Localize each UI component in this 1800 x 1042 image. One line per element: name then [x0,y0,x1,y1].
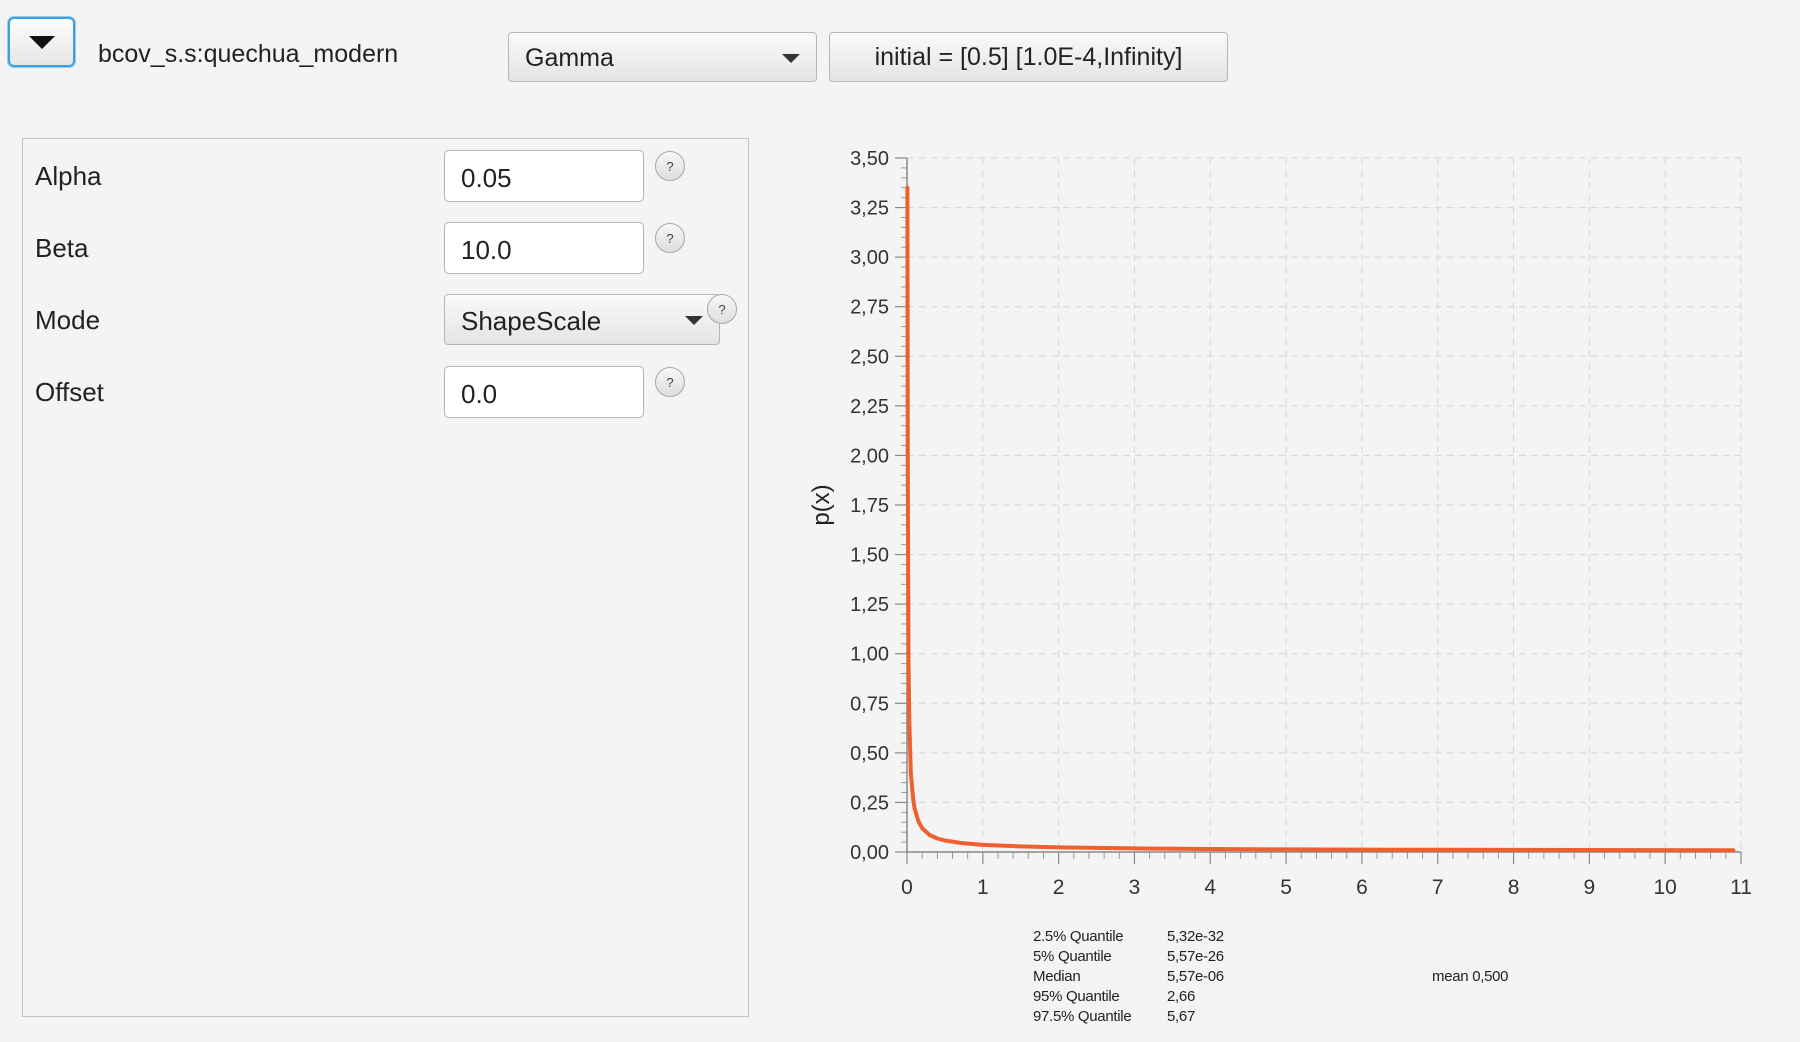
mean-value: mean 0,500 [1432,968,1509,985]
mode-label: Mode [35,305,101,335]
stats-label: 97.5% Quantile [1033,1008,1132,1025]
y-tick-label: 2,00 [850,445,889,467]
initial-value-button[interactable]: initial = [0.5] [1.0E-4,Infinity] [829,32,1228,82]
y-tick-label: 0,50 [850,743,889,765]
stats-row: Median 5,57e-06 [1033,968,1253,988]
y-tick-label: 1,50 [850,545,889,567]
y-tick-label: 2,25 [850,396,889,418]
y-tick-label: 0,00 [850,842,889,864]
stats-value: 2,66 [1167,988,1195,1005]
x-tick-label: 9 [1584,876,1596,899]
y-tick-label: 1,75 [850,495,889,517]
stats-label: 2.5% Quantile [1033,928,1124,945]
stats-table: 2.5% Quantile 5,32e-32 5% Quantile 5,57e… [1033,928,1253,1028]
x-tick-label: 11 [1730,876,1752,899]
x-tick-label: 6 [1356,876,1368,899]
triangle-down-icon [28,35,55,49]
chart-grid [907,157,1742,852]
x-tick-label: 10 [1654,876,1677,899]
parameter-name: bcov_s.s:quechua_modern [98,40,399,68]
y-axis-ticks: 0,00 0,25 0,50 0,75 1,00 1,25 1,50 1,75 2,00 2,25… [850,148,889,864]
x-axis-ticks: 0 1 2 3 4 5 6 7 8 9 10 11 [901,876,1752,899]
density-chart: 0,00 0,25 0,50 0,75 1,00 1,25 1,50 1,75 2,00 2,25… [808,148,1752,899]
stats-row: 2.5% Quantile 5,32e-32 [1033,928,1253,948]
y-tick-label: 2,75 [850,297,889,319]
y-tick-label: 1,25 [850,594,889,616]
stats-value: 5,57e-26 [1167,948,1224,965]
x-tick-label: 7 [1432,876,1444,899]
stats-row: 5% Quantile 5,57e-26 [1033,948,1253,968]
parameters-panel: Alpha 0.05 ? Beta 10.0 ? Mode ShapeScale… [22,138,749,1017]
stats-row: 97.5% Quantile 5,67 [1033,1008,1253,1028]
y-tick-label: 0,25 [850,792,889,814]
x-tick-label: 3 [1129,876,1141,899]
stats-value: 5,67 [1167,1008,1195,1025]
y-axis-label: p(x) [808,484,835,525]
x-tick-label: 4 [1204,876,1216,899]
expand-toggle-button[interactable] [8,17,75,67]
offset-field[interactable]: 0.0 [444,366,644,418]
stats-label: 5% Quantile [1033,948,1112,965]
alpha-label: Alpha [35,161,102,191]
distribution-select[interactable]: Gamma [508,32,817,82]
y-tick-label: 2,50 [850,346,889,368]
mode-select[interactable]: ShapeScale [444,294,720,345]
x-tick-label: 8 [1508,876,1520,899]
offset-help-icon[interactable]: ? [655,367,685,397]
y-tick-label: 3,50 [850,148,889,170]
chevron-down-icon [782,54,800,63]
stats-value: 5,32e-32 [1167,928,1224,945]
mode-value: ShapeScale [461,306,602,336]
stats-value: 5,57e-06 [1167,968,1224,985]
y-tick-label: 3,25 [850,198,889,220]
y-tick-label: 3,00 [850,247,889,269]
chevron-down-icon [685,316,703,325]
offset-label: Offset [35,377,104,407]
mode-help-icon[interactable]: ? [707,294,737,324]
alpha-help-icon[interactable]: ? [655,151,685,181]
beta-field[interactable]: 10.0 [444,222,644,274]
x-tick-label: 1 [977,876,989,899]
y-tick-label: 0,75 [850,693,889,715]
distribution-value: Gamma [525,44,614,72]
y-tick-label: 1,00 [850,644,889,666]
stats-row: 95% Quantile 2,66 [1033,988,1253,1008]
beta-label: Beta [35,233,89,263]
series-line [905,185,1736,853]
chart-series [905,185,1736,853]
beta-help-icon[interactable]: ? [655,223,685,253]
x-tick-label: 2 [1053,876,1065,899]
alpha-field[interactable]: 0.05 [444,150,644,202]
stats-label: Median [1033,968,1081,985]
chart-axes [895,157,1742,864]
stats-label: 95% Quantile [1033,988,1120,1005]
x-tick-label: 0 [901,876,913,899]
x-tick-label: 5 [1280,876,1292,899]
